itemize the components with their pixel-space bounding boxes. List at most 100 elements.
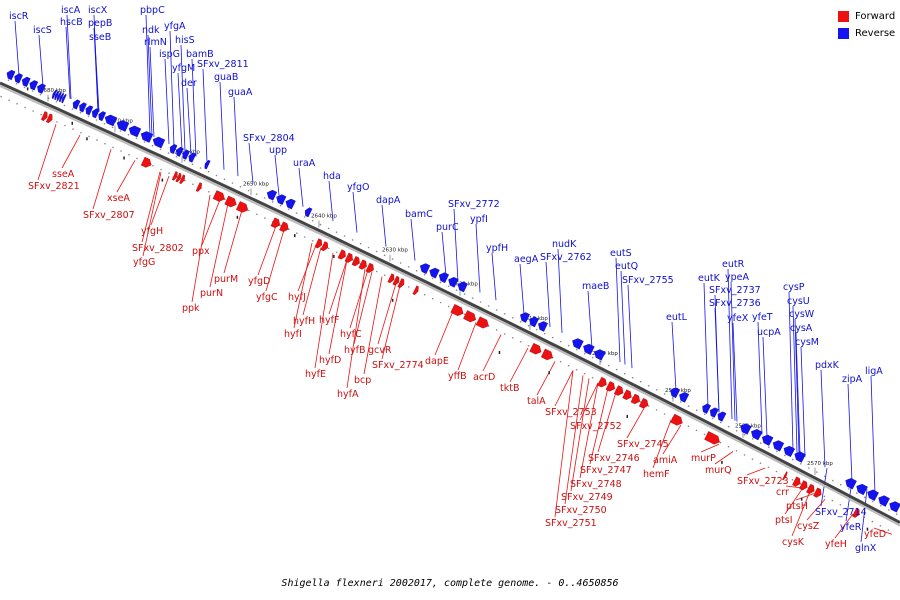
ruler-dot — [304, 236, 306, 238]
leader-line — [545, 261, 551, 328]
reverse-gene-arrow — [751, 429, 763, 441]
leader-line — [223, 209, 243, 274]
leader-line — [61, 134, 81, 169]
ruler-dot — [768, 446, 770, 449]
scale-label-3: 2650 kbp — [243, 182, 269, 188]
genome-backbone-line — [0, 81, 900, 524]
ruler-dot — [655, 389, 658, 391]
reverse-gene-arrow — [583, 343, 595, 355]
reverse-swatch — [838, 28, 849, 39]
reverse-gene-arrow — [169, 143, 178, 154]
reverse-gene-arrow — [37, 83, 46, 94]
ruler-dot — [119, 130, 122, 132]
gene-label-pepb: pepB — [88, 18, 112, 29]
leader-line — [491, 252, 497, 301]
gene-label-sfxv-2736: SFxv_2736 — [709, 298, 761, 309]
ruler-dot — [743, 454, 746, 456]
gene-label-hyfj: hyfJ — [288, 292, 306, 303]
ruler-dot — [519, 341, 522, 343]
ruler-dot — [151, 144, 154, 147]
gene-label-tktb: tktB — [500, 383, 519, 394]
ruler-dot — [295, 212, 298, 214]
reverse-gene-arrow — [670, 387, 681, 399]
ruler-dot — [743, 434, 746, 436]
reverse-gene-arrow — [140, 131, 154, 143]
ruler-dot — [511, 337, 514, 339]
leader-line — [65, 26, 71, 99]
ruler-dot — [519, 320, 522, 323]
ruler-dot — [159, 148, 162, 151]
genome-backbone — [0, 81, 900, 527]
ruler-dot — [823, 495, 826, 498]
leader-line — [792, 305, 798, 453]
ruler-dot — [880, 504, 882, 507]
gene-label-dapa: dapA — [376, 195, 401, 206]
ruler-dot — [351, 239, 354, 241]
forward-gene-arrow — [630, 393, 641, 405]
leader-line — [732, 322, 738, 422]
ruler-dot — [127, 133, 130, 136]
ruler-dot — [256, 213, 258, 216]
reverse-gene-arrow — [188, 152, 197, 163]
ruler-dot — [735, 429, 738, 432]
ruler-dot — [15, 83, 18, 85]
gene-label-cysp: cysP — [783, 282, 805, 293]
leader-line — [169, 30, 175, 147]
gene-label-cysw: cysW — [789, 309, 815, 320]
leader-line — [834, 513, 854, 539]
leader-line — [328, 259, 348, 315]
ruler-dot — [128, 153, 130, 156]
forward-swatch — [838, 11, 849, 22]
ruler-dot — [167, 152, 170, 154]
leader-line — [410, 218, 416, 261]
gene-label-uraa: uraA — [293, 158, 316, 169]
ruler-dot — [527, 345, 530, 347]
gene-label-hiss: hisS — [175, 35, 195, 46]
ruler-dot — [96, 139, 98, 141]
ruler-dot — [79, 111, 82, 114]
leader-line — [806, 498, 826, 521]
reverse-gene-arrow — [419, 263, 431, 274]
ruler-dot — [735, 450, 738, 452]
feature-tick — [236, 215, 239, 219]
forward-gene-arrow — [813, 487, 822, 498]
ruler-dot — [168, 172, 170, 174]
feature-tick — [498, 351, 501, 354]
gene-label-hda: hda — [323, 171, 341, 182]
leader-line — [257, 225, 277, 276]
reverse-gene-arrow — [98, 111, 107, 122]
gene-label-yfgc: yfgC — [256, 292, 278, 303]
ruler-dot — [639, 380, 642, 383]
reverse-gene-arrow — [54, 90, 60, 101]
gene-label-sseb: sseB — [89, 32, 111, 43]
ruler-dot — [328, 247, 330, 250]
ruler-dot — [423, 273, 426, 276]
gene-label-der: der — [181, 78, 197, 89]
gene-label-yfgd: yfgD — [248, 276, 270, 287]
ruler-dot — [87, 115, 90, 118]
ruler-dot — [311, 219, 314, 222]
reverse-gene-arrow — [717, 411, 727, 422]
reverse-gene-arrow — [529, 316, 539, 328]
leader-line — [38, 34, 44, 87]
ruler-dot — [751, 438, 754, 440]
ruler-dot — [152, 165, 154, 167]
ruler-dot — [719, 441, 722, 444]
leader-line — [482, 334, 502, 372]
gene-label-sfxv-2774: SFxv_2774 — [372, 360, 424, 371]
ruler-dot — [832, 479, 834, 482]
forward-gene-arrow — [140, 156, 152, 168]
ruler-dot — [8, 99, 10, 101]
gene-label-purc: purC — [436, 222, 459, 233]
gene-label-ssea: sseA — [52, 169, 75, 180]
leader-line — [714, 451, 734, 465]
ruler-dot — [527, 324, 530, 327]
label-leader-lines — [14, 14, 893, 543]
forward-gene-arrow — [224, 195, 237, 208]
ruler-dot — [80, 132, 82, 134]
gene-label-sfxv-2811: SFxv_2811 — [197, 59, 249, 70]
reverse-gene-arrow — [91, 108, 100, 119]
leader-line — [145, 14, 151, 136]
ruler-dot — [872, 500, 874, 503]
